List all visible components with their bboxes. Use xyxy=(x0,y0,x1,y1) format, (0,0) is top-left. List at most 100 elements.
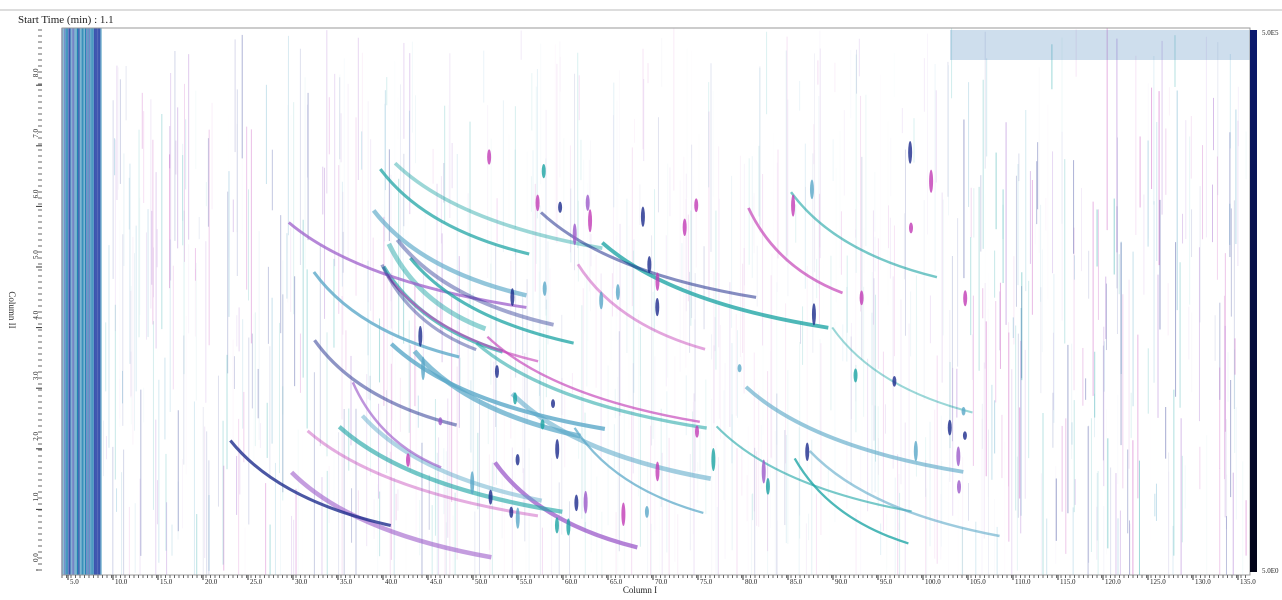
texture xyxy=(961,406,966,416)
texture xyxy=(488,489,493,505)
texture xyxy=(647,256,652,274)
y-tick-label: 7.0 xyxy=(32,129,40,138)
texture xyxy=(809,179,814,200)
texture xyxy=(572,223,577,245)
texture xyxy=(765,478,770,495)
texture xyxy=(380,263,477,352)
texture xyxy=(541,164,546,179)
texture xyxy=(406,453,411,467)
texture xyxy=(737,364,742,373)
texture xyxy=(805,442,810,462)
texture xyxy=(588,209,593,233)
texture xyxy=(566,518,571,536)
texture xyxy=(412,349,581,439)
x-tick-label: 100.0 xyxy=(925,578,941,586)
texture xyxy=(395,238,555,327)
x-tick-label: 95.0 xyxy=(880,578,893,586)
texture xyxy=(493,461,638,550)
texture xyxy=(312,271,460,359)
texture xyxy=(695,425,700,438)
texture xyxy=(585,194,590,211)
x-tick-label: 115.0 xyxy=(1060,578,1076,586)
texture xyxy=(831,326,973,414)
x-tick-label: 10.0 xyxy=(115,578,128,586)
texture xyxy=(386,275,539,363)
x-axis-label: Column I xyxy=(623,585,657,595)
y-tick-label: 6.0 xyxy=(32,189,40,198)
x-tick-label: 105.0 xyxy=(970,578,986,586)
texture xyxy=(510,288,515,307)
texture xyxy=(487,149,492,165)
texture xyxy=(515,453,520,466)
texture xyxy=(551,399,556,409)
x-tick-label: 125.0 xyxy=(1150,578,1166,586)
texture xyxy=(558,201,563,213)
texture xyxy=(711,448,716,472)
texture xyxy=(599,291,604,310)
texture xyxy=(494,365,499,379)
texture xyxy=(655,272,660,291)
texture xyxy=(515,507,520,529)
texture xyxy=(438,417,443,426)
x-tick-label: 20.0 xyxy=(205,578,218,586)
x-tick-label: 60.0 xyxy=(565,578,578,586)
texture xyxy=(509,506,514,519)
texture xyxy=(962,431,967,440)
texture xyxy=(386,242,487,332)
y-tick-label: 0.0 xyxy=(32,553,40,562)
texture xyxy=(908,141,913,164)
texture xyxy=(929,169,934,193)
texture xyxy=(621,502,626,527)
texture xyxy=(790,191,938,279)
texture xyxy=(655,461,660,482)
texture xyxy=(287,221,527,309)
x-tick-label: 70.0 xyxy=(655,578,668,586)
x-tick-label: 40.0 xyxy=(385,578,398,586)
texture xyxy=(389,342,606,431)
y-tick-label: 8.0 xyxy=(32,68,40,77)
x-tick-label: 65.0 xyxy=(610,578,623,586)
title: Start Time (min) : 1.1 xyxy=(18,14,114,26)
y-tick-label: 1.0 xyxy=(32,492,40,501)
texture xyxy=(808,450,1000,538)
x-tick-label: 45.0 xyxy=(430,578,443,586)
texture xyxy=(909,222,914,234)
texture xyxy=(644,505,649,518)
texture xyxy=(747,207,844,295)
texture xyxy=(470,471,475,495)
x-tick-label: 30.0 xyxy=(295,578,308,586)
x-tick-label: 25.0 xyxy=(250,578,263,586)
texture xyxy=(583,490,588,514)
x-tick-label: 90.0 xyxy=(835,578,848,586)
texture xyxy=(963,290,968,307)
texture xyxy=(289,470,492,560)
texture xyxy=(229,439,392,528)
texture xyxy=(957,480,962,494)
texture xyxy=(956,446,961,467)
texture xyxy=(715,425,912,513)
x-tick-label: 120.0 xyxy=(1105,578,1121,586)
texture xyxy=(853,368,858,383)
x-tick-label: 15.0 xyxy=(160,578,173,586)
y-tick-label: 2.0 xyxy=(32,432,40,441)
texture xyxy=(540,419,545,430)
texture xyxy=(510,392,712,481)
x-tick-label: 130.0 xyxy=(1195,578,1211,586)
texture xyxy=(859,290,864,306)
texture xyxy=(947,419,952,436)
x-tick-label: 75.0 xyxy=(700,578,713,586)
texture xyxy=(744,385,964,474)
texture xyxy=(601,241,829,330)
x-tick-label: 5.0 xyxy=(70,578,79,586)
texture xyxy=(615,284,620,301)
x-tick-label: 80.0 xyxy=(745,578,758,586)
axes: 5.0 10.0 15.0 20.0 25.0 30.0 35.0 40.0 45.0 50.0 5… xyxy=(32,29,1256,586)
texture xyxy=(554,517,559,534)
y-tick-label: 3.0 xyxy=(32,371,40,380)
x-tick-label: 85.0 xyxy=(790,578,803,586)
texture xyxy=(892,376,897,387)
texture xyxy=(306,429,539,518)
texture xyxy=(761,459,766,484)
texture xyxy=(393,161,603,250)
